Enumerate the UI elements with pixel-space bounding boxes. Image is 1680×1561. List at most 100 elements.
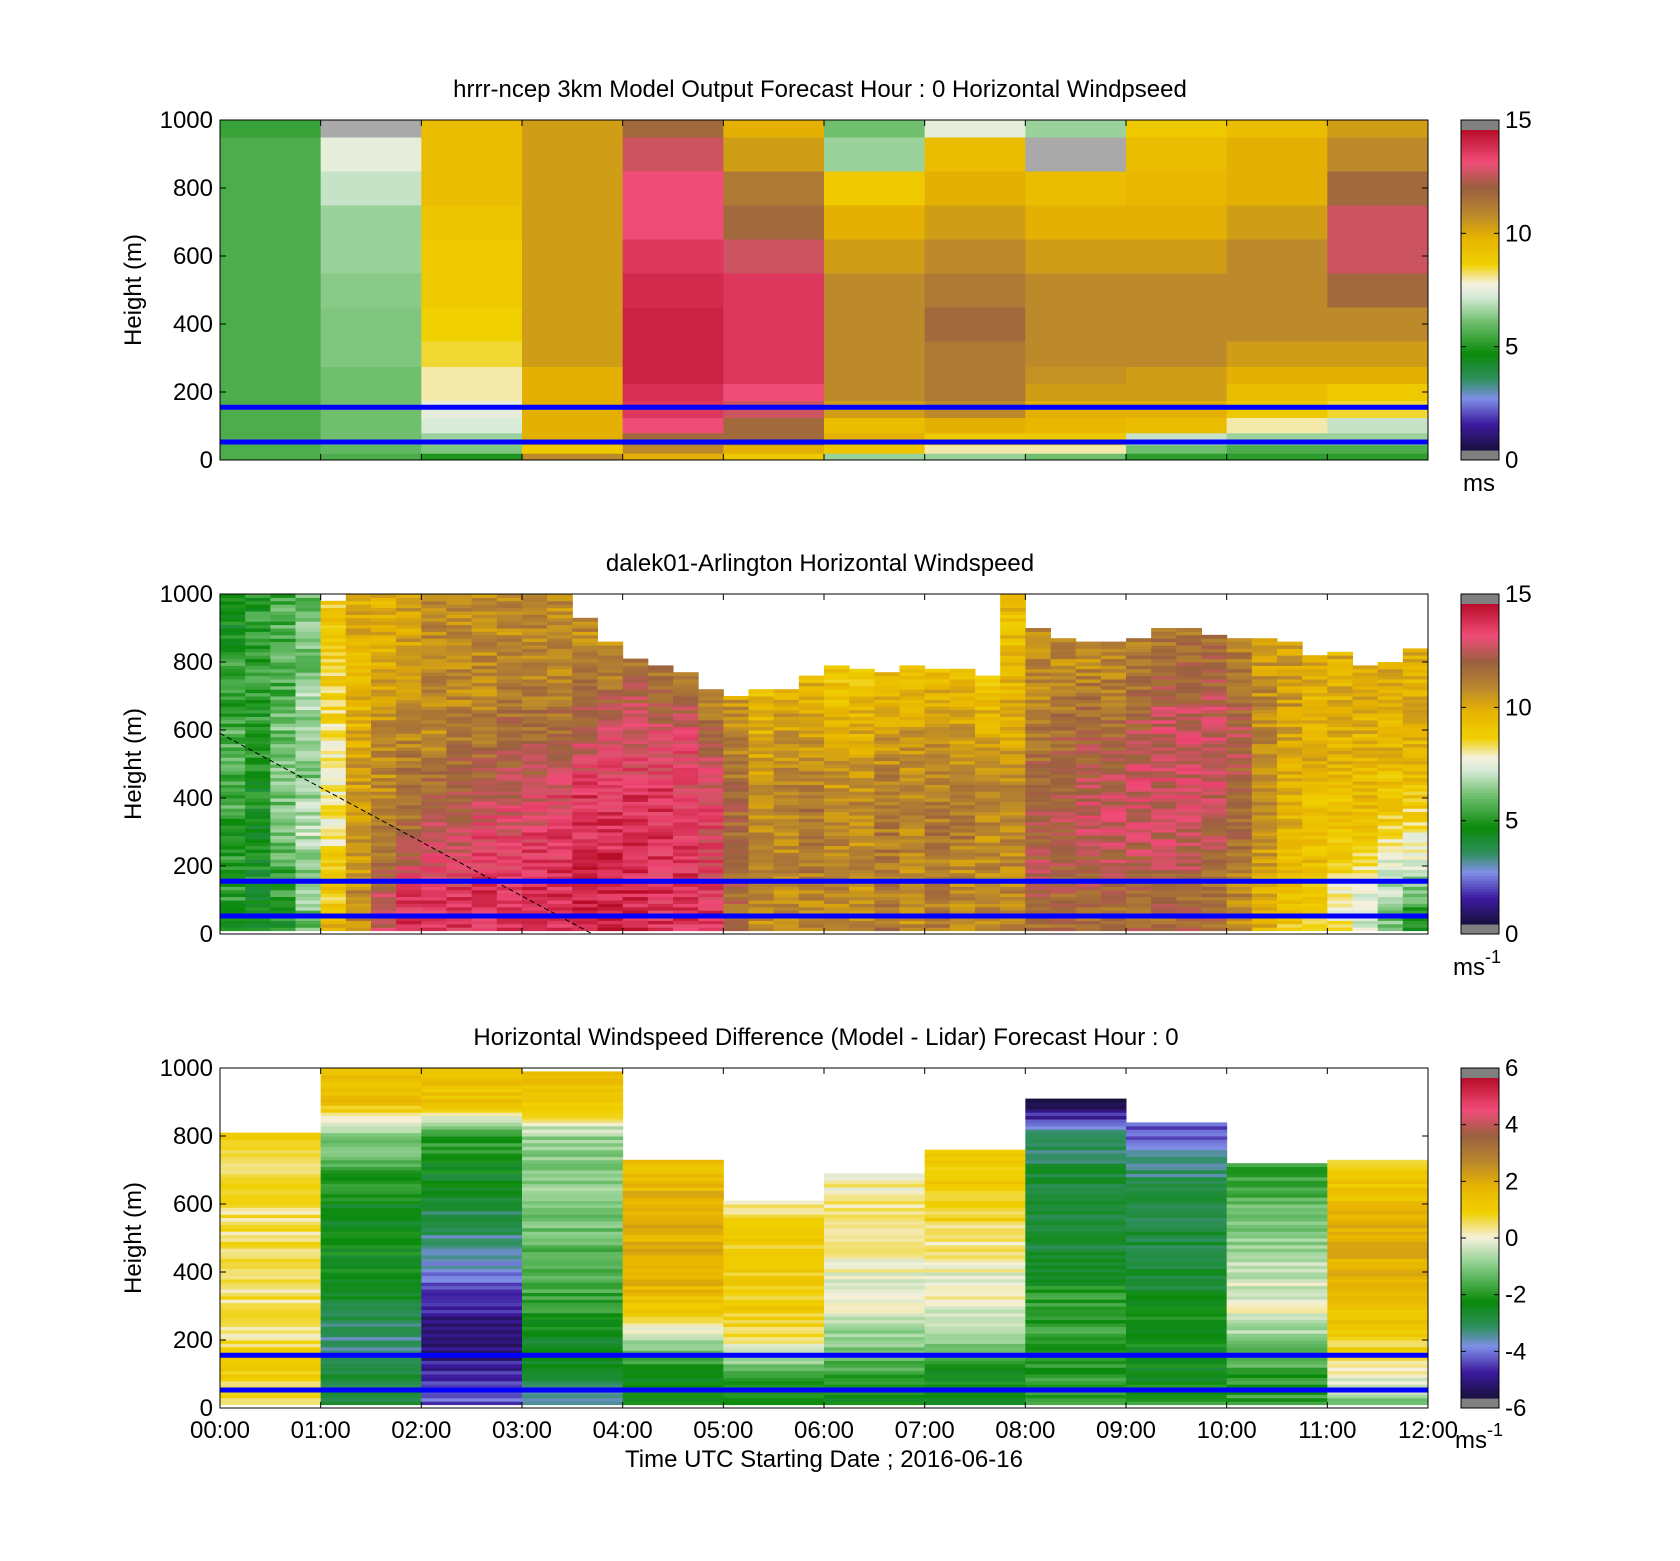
heatmap-cell — [446, 723, 473, 728]
colorbar-segment — [1461, 828, 1499, 832]
heatmap-cell — [1226, 784, 1253, 789]
heatmap-cell — [220, 706, 246, 711]
colorbar-segment — [1461, 836, 1499, 840]
heatmap-cell — [1000, 801, 1026, 806]
heatmap-cell — [320, 794, 347, 799]
heatmap-cell — [522, 855, 548, 860]
heatmap-cell — [270, 791, 296, 796]
heatmap-cell — [1176, 702, 1202, 707]
heatmap-cell — [371, 842, 397, 847]
heatmap-cell — [220, 1132, 322, 1137]
colorbar-segment — [1461, 372, 1499, 376]
heatmap-cell — [245, 682, 271, 687]
heatmap-cell — [824, 862, 850, 867]
colorbar-segment — [1461, 833, 1499, 837]
heatmap-cell — [471, 760, 498, 765]
heatmap-cell — [1402, 828, 1429, 833]
colorbar-segment — [1461, 900, 1499, 904]
heatmap-cell — [421, 604, 447, 609]
heatmap-cell — [1226, 893, 1253, 898]
heatmap-cell — [975, 815, 1001, 819]
heatmap-cell — [1226, 917, 1253, 921]
heatmap-cell — [270, 624, 296, 629]
heatmap-cell — [1327, 784, 1353, 789]
heatmap-cell — [220, 787, 246, 792]
heatmap-cell — [421, 1380, 523, 1385]
heatmap-cell — [1251, 927, 1278, 932]
heatmap-cell — [220, 1180, 322, 1185]
heatmap-cell — [924, 784, 951, 789]
heatmap-cell — [824, 804, 850, 809]
heatmap-cell — [622, 900, 649, 904]
heatmap-cell — [1327, 736, 1353, 741]
heatmap-cell — [522, 764, 548, 768]
heatmap-cell — [1226, 137, 1328, 172]
heatmap-cell — [1176, 862, 1202, 867]
heatmap-cell — [421, 1357, 523, 1361]
heatmap-cell — [345, 784, 372, 789]
heatmap-cell — [1226, 702, 1253, 707]
heatmap-cell — [320, 1091, 422, 1096]
heatmap-cell — [1100, 811, 1127, 816]
heatmap-cell — [1226, 645, 1253, 649]
heatmap-cell — [673, 811, 699, 816]
heatmap-cell — [723, 702, 749, 707]
heatmap-cell — [295, 784, 322, 789]
heatmap-cell — [1126, 876, 1152, 881]
heatmap-cell — [1025, 845, 1051, 850]
heatmap-cell — [1277, 764, 1303, 768]
heatmap-cell — [1226, 730, 1253, 734]
heatmap-cell — [496, 672, 523, 677]
heatmap-cell — [1126, 781, 1152, 785]
heatmap-cell — [1251, 685, 1278, 690]
heatmap-cell — [1000, 696, 1026, 700]
heatmap-cell — [1402, 770, 1429, 775]
heatmap-cell — [622, 171, 724, 206]
colorbar-segment — [1461, 606, 1499, 610]
heatmap-cell — [949, 736, 976, 741]
heatmap-cell — [471, 713, 498, 717]
heatmap-cell — [1251, 672, 1278, 677]
heatmap-cell — [572, 872, 598, 877]
heatmap-cell — [1201, 838, 1228, 843]
heatmap-cell — [597, 872, 624, 877]
heatmap-cell — [1025, 638, 1051, 643]
heatmap-cell — [1377, 702, 1404, 707]
heatmap-cell — [320, 1221, 422, 1225]
heatmap-cell — [1151, 791, 1177, 796]
heatmap-cell — [320, 1163, 422, 1168]
heatmap-cell — [647, 733, 674, 738]
heatmap-cell — [1327, 910, 1353, 915]
heatmap-cell — [1327, 307, 1429, 342]
heatmap-cell — [1025, 903, 1051, 908]
heatmap-cell — [220, 662, 246, 666]
heatmap-cell — [748, 781, 775, 785]
heatmap-cell — [471, 794, 498, 799]
colorbar-segment — [1461, 183, 1499, 187]
heatmap-cell — [1327, 832, 1353, 836]
heatmap-cell — [270, 889, 296, 894]
heatmap-cell — [446, 621, 473, 626]
colorbar-segment — [1461, 375, 1499, 379]
heatmap-cell — [245, 621, 271, 626]
heatmap-cell — [1352, 730, 1379, 734]
heatmap-cell — [1402, 723, 1429, 728]
heatmap-cell — [824, 825, 850, 830]
heatmap-cell — [698, 699, 724, 704]
heatmap-cell — [1226, 821, 1253, 826]
heatmap-cell — [673, 872, 699, 877]
heatmap-cell — [597, 852, 624, 857]
heatmap-cell — [949, 920, 976, 925]
heatmap-cell — [496, 774, 523, 779]
heatmap-cell — [597, 672, 624, 677]
heatmap-cell — [1075, 740, 1102, 745]
heatmap-cell — [1251, 872, 1278, 877]
heatmap-cell — [220, 696, 246, 700]
heatmap-cell — [874, 750, 900, 755]
heatmap-cell — [270, 607, 296, 612]
heatmap-cell — [1352, 900, 1379, 904]
heatmap-cell — [496, 842, 523, 847]
heatmap-cell — [245, 628, 271, 632]
heatmap-cell — [798, 859, 825, 864]
heatmap-cell — [1251, 689, 1278, 694]
